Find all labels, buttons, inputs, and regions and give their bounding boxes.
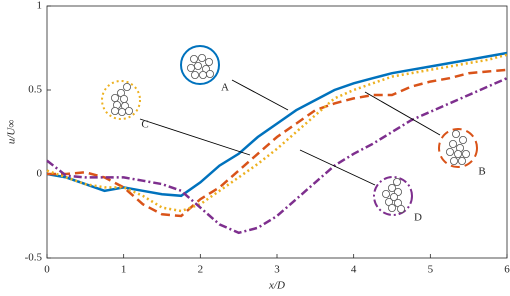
icon-rod: [190, 71, 199, 80]
icon-rod: [396, 204, 405, 213]
leader-line: [139, 118, 251, 156]
x-axis-label: x/D: [268, 280, 285, 292]
icon-rod: [118, 108, 127, 117]
icon-rod: [189, 55, 198, 64]
icon-rod: [198, 71, 207, 80]
icon-rod: [451, 129, 460, 138]
icon-rod: [125, 107, 134, 116]
icon-rod: [458, 135, 467, 144]
icon-rod: [449, 156, 458, 165]
icon-rod: [387, 183, 396, 192]
icon-rod: [193, 62, 202, 71]
icon-rod: [197, 54, 206, 63]
icon-rod: [392, 177, 401, 186]
y-axis-label: u/U∞: [6, 120, 18, 145]
icon-rod: [461, 149, 470, 158]
series-line: [46, 51, 508, 198]
icon-rod: [381, 189, 390, 198]
icon-rod: [123, 83, 132, 92]
leader-line: [364, 91, 441, 136]
y-tick-label: 1: [37, 0, 43, 12]
x-tick-label: 6: [504, 264, 510, 276]
icon-rod: [448, 139, 457, 148]
icon-rod: [387, 203, 396, 212]
series-line: [46, 77, 508, 235]
icon-rod: [204, 58, 213, 67]
annotation-label: B: [478, 166, 485, 178]
y-tick-label: 0: [37, 168, 43, 180]
x-tick-label: 5: [428, 264, 434, 276]
icon-rod: [205, 70, 214, 79]
icon-rod: [453, 149, 462, 158]
icon-rod: [120, 95, 129, 104]
icon-rod: [111, 107, 120, 116]
annotation-label: A: [221, 82, 229, 94]
y-tick-label: 0.5: [28, 84, 42, 96]
icon-rod: [111, 94, 120, 103]
icon-rod: [186, 64, 195, 73]
x-tick-label: 1: [121, 264, 127, 276]
icon-rod: [389, 192, 398, 201]
annotation-label: C: [141, 119, 148, 131]
leader-line: [231, 79, 289, 111]
series-line: [46, 53, 508, 213]
x-tick-label: 4: [351, 264, 357, 276]
plot-frame: [46, 5, 508, 259]
y-tick-label: -0.5: [25, 252, 43, 264]
x-tick-label: 2: [198, 264, 204, 276]
x-tick-label: 3: [274, 264, 280, 276]
icon-rod: [457, 156, 466, 165]
x-tick-label: 0: [44, 264, 50, 276]
leader-line: [299, 149, 376, 186]
annotation-label: D: [414, 212, 422, 224]
icon-rod: [445, 147, 454, 156]
series-line: [47, 68, 508, 218]
